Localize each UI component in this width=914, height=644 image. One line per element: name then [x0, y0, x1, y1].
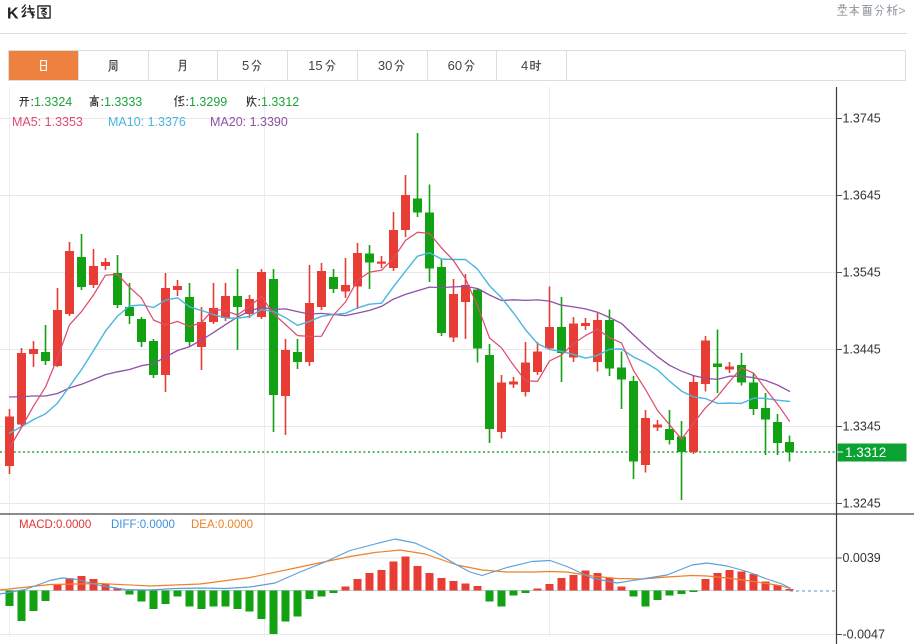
svg-text:1.3312: 1.3312 [845, 445, 886, 460]
svg-text:1.3645: 1.3645 [843, 189, 881, 203]
svg-text:1.3745: 1.3745 [843, 112, 881, 126]
svg-text:1.3345: 1.3345 [843, 420, 881, 434]
svg-text:-0.0047: -0.0047 [843, 628, 885, 642]
svg-text:1.3245: 1.3245 [843, 497, 881, 511]
svg-text:1.3445: 1.3445 [843, 343, 881, 357]
svg-text:1.3545: 1.3545 [843, 266, 881, 280]
svg-text:0.0039: 0.0039 [843, 551, 881, 565]
